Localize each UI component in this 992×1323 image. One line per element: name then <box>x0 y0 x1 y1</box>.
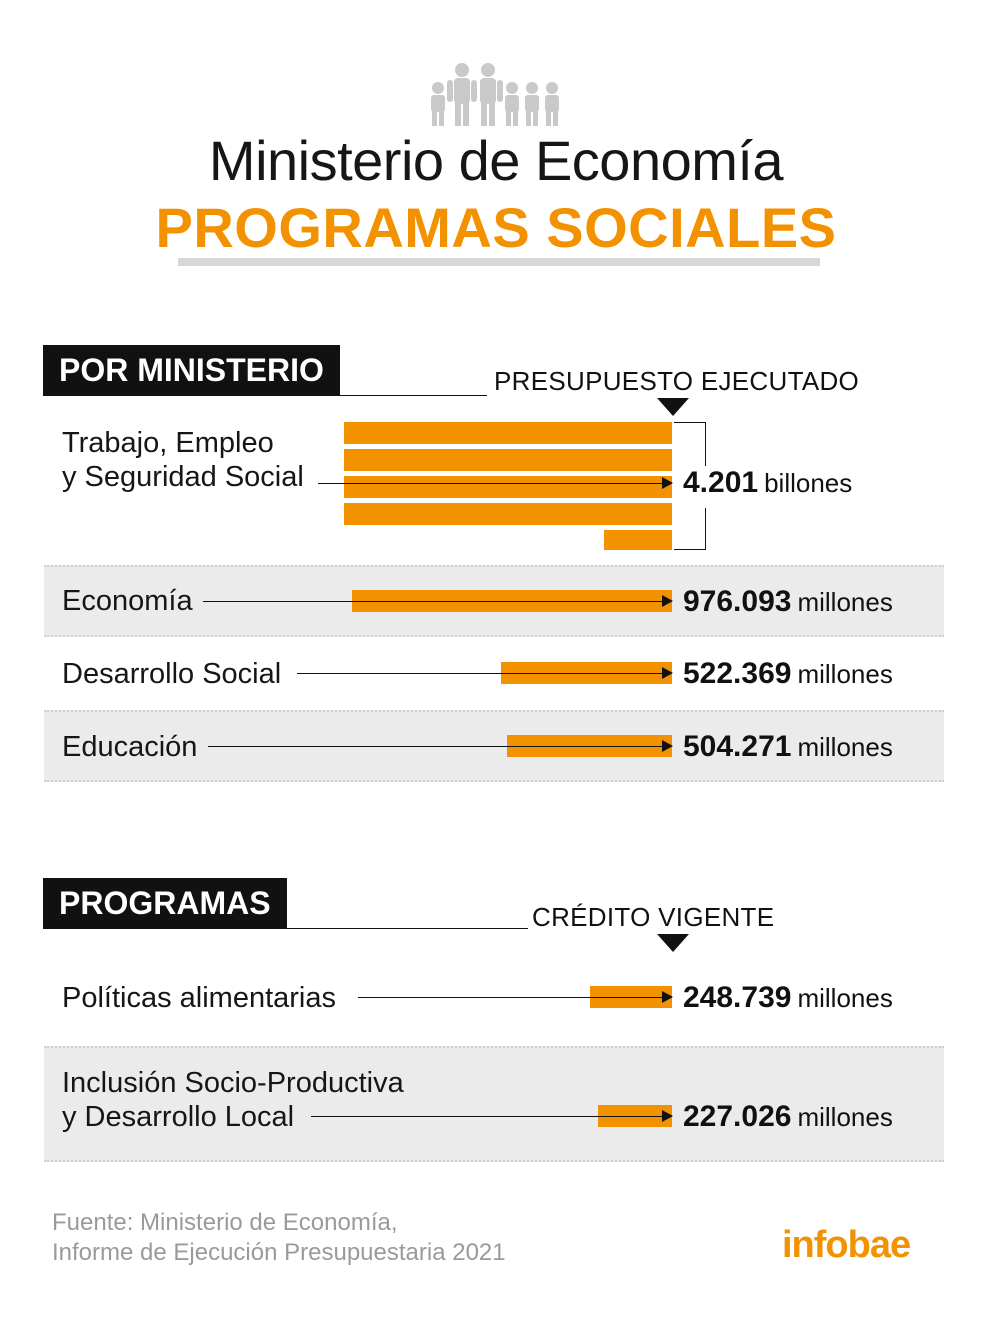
column-header-presupuesto: PRESUPUESTO EJECUTADO <box>494 366 860 396</box>
row-label-trabajo: Trabajo, Empleo y Seguridad Social <box>62 426 304 494</box>
arrowhead-icon <box>662 1110 673 1122</box>
source-line-2: Informe de Ejecución Presupuestaria 2021 <box>52 1239 506 1266</box>
bracket <box>674 422 706 550</box>
value-number: 504.271 <box>683 730 792 763</box>
column-header-credito: CRÉDITO VIGENTE <box>532 902 775 932</box>
section-tag-programas: PROGRAMAS <box>43 878 287 928</box>
source-note: Fuente: Ministerio de Economía, Informe … <box>52 1208 506 1268</box>
bar-trabajo-segment-4 <box>344 503 672 525</box>
arrowhead-icon <box>662 667 673 679</box>
connector-educacion <box>208 746 662 747</box>
value-unit: millones <box>797 732 893 762</box>
value-number: 4.201 <box>683 466 759 499</box>
section-rule <box>43 395 487 396</box>
value-number: 976.093 <box>683 585 792 618</box>
row-label-educacion: Educación <box>62 731 198 763</box>
connector-economia <box>203 601 662 602</box>
connector-inclusion <box>311 1116 662 1117</box>
row-label-inclusion-line2: y Desarrollo Local <box>62 1101 295 1133</box>
section-tag-por-ministerio: POR MINISTERIO <box>43 345 340 395</box>
value-desarrollo-social: 522.369 millones <box>683 657 893 691</box>
value-economia: 976.093 millones <box>683 585 893 619</box>
value-unit: billones <box>764 468 853 498</box>
row-label-politicas-alimentarias: Políticas alimentarias <box>62 982 336 1014</box>
connector-politicas-alimentarias <box>358 997 662 998</box>
value-unit: millones <box>797 659 893 689</box>
column-pointer-icon <box>657 398 689 416</box>
row-band-economia <box>44 565 944 637</box>
section-rule <box>43 928 528 929</box>
value-trabajo: 4.201 billones <box>683 466 852 500</box>
row-label-economia: Economía <box>62 585 193 617</box>
connector-trabajo <box>318 483 662 484</box>
source-line-1: Fuente: Ministerio de Economía, <box>52 1209 398 1236</box>
value-unit: millones <box>797 1102 893 1132</box>
arrowhead-icon <box>662 991 673 1003</box>
arrowhead-icon <box>662 477 673 489</box>
row-label-trabajo-line1: Trabajo, Empleo <box>62 427 274 459</box>
infobae-logo: infobae <box>782 1224 911 1266</box>
row-label-trabajo-line2: y Seguridad Social <box>62 461 304 493</box>
value-educacion: 504.271 millones <box>683 730 893 764</box>
value-inclusion: 227.026 millones <box>683 1100 893 1134</box>
bar-trabajo-segment-5 <box>604 530 672 550</box>
family-icon <box>428 62 564 128</box>
row-label-inclusion-line1: Inclusión Socio-Productiva <box>62 1067 404 1099</box>
bar-trabajo-segment-2 <box>344 449 672 471</box>
value-number: 227.026 <box>683 1100 792 1133</box>
title-underline <box>178 258 820 266</box>
bar-trabajo-segment-3 <box>344 476 672 498</box>
row-label-desarrollo-social: Desarrollo Social <box>62 658 282 690</box>
column-pointer-icon <box>657 934 689 952</box>
arrowhead-icon <box>662 595 673 607</box>
value-number: 522.369 <box>683 657 792 690</box>
bar-trabajo-segment-1 <box>344 422 672 444</box>
connector-desarrollo-social <box>297 673 662 674</box>
page-title: Ministerio de Economía <box>208 129 784 192</box>
value-politicas-alimentarias: 248.739 millones <box>683 981 893 1015</box>
page-subtitle: PROGRAMAS SOCIALES <box>155 196 837 259</box>
row-label-inclusion: Inclusión Socio-Productiva y Desarrollo … <box>62 1066 404 1134</box>
value-unit: millones <box>797 587 893 617</box>
value-number: 248.739 <box>683 981 792 1014</box>
arrowhead-icon <box>662 740 673 752</box>
row-band-inclusion <box>44 1046 944 1162</box>
value-unit: millones <box>797 983 893 1013</box>
